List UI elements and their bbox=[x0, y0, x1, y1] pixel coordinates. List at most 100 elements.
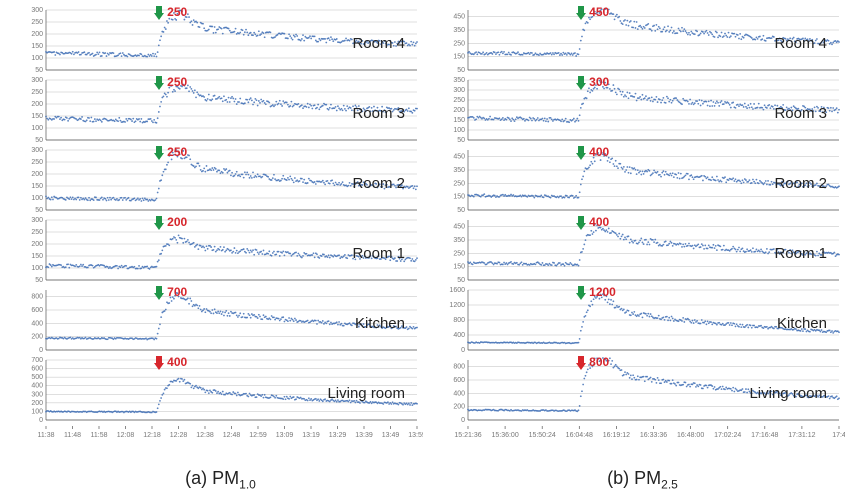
svg-text:0: 0 bbox=[39, 347, 43, 354]
svg-text:250: 250 bbox=[453, 250, 465, 257]
svg-text:100: 100 bbox=[31, 265, 43, 272]
svg-text:0: 0 bbox=[461, 417, 465, 424]
x-axis: 11:3811:4811:5812:0812:1812:2812:3812:48… bbox=[18, 426, 423, 444]
svg-text:100: 100 bbox=[453, 127, 465, 134]
chart-panel-room-4: 50150250350450Room 4450 bbox=[440, 6, 845, 76]
svg-text:700: 700 bbox=[31, 357, 43, 364]
x-tick-label: 17:16:48 bbox=[751, 432, 778, 439]
svg-text:450: 450 bbox=[453, 14, 465, 21]
x-tick-label: 12:18 bbox=[143, 432, 161, 439]
x-tick-label: 15:36:00 bbox=[491, 432, 518, 439]
room-label: Room 2 bbox=[352, 175, 405, 192]
peak-value-label: 250 bbox=[167, 75, 187, 89]
svg-text:200: 200 bbox=[453, 404, 465, 411]
svg-text:100: 100 bbox=[31, 195, 43, 202]
svg-text:250: 250 bbox=[31, 19, 43, 26]
svg-text:50: 50 bbox=[457, 67, 465, 74]
room-label: Room 3 bbox=[774, 105, 827, 122]
room-label: Living room bbox=[749, 385, 827, 402]
peak-value-label: 200 bbox=[167, 215, 187, 229]
svg-text:100: 100 bbox=[31, 125, 43, 132]
green-arrow-icon bbox=[576, 76, 586, 90]
svg-text:150: 150 bbox=[453, 264, 465, 271]
svg-text:0: 0 bbox=[461, 347, 465, 354]
svg-text:100: 100 bbox=[31, 55, 43, 62]
room-label: Room 4 bbox=[352, 35, 405, 52]
x-tick-label: 11:58 bbox=[91, 432, 108, 439]
svg-text:300: 300 bbox=[31, 147, 43, 154]
room-label: Room 4 bbox=[774, 35, 827, 52]
green-arrow-icon bbox=[576, 216, 586, 230]
room-label: Living room bbox=[327, 385, 405, 402]
svg-text:150: 150 bbox=[31, 43, 43, 50]
x-tick-label: 12:48 bbox=[223, 432, 241, 439]
green-arrow-icon bbox=[154, 76, 164, 90]
x-tick-label: 15:50:24 bbox=[529, 432, 556, 439]
svg-text:800: 800 bbox=[31, 294, 43, 301]
x-tick-label: 16:33:36 bbox=[640, 432, 667, 439]
chart-panel-room-3: 50100150200250300Room 3250 bbox=[18, 76, 423, 146]
column-pm25: 50 150 250 350 450 Room 4 450 50 100 150 200 250 300… bbox=[440, 6, 845, 444]
svg-text:50: 50 bbox=[35, 207, 43, 214]
green-arrow-icon bbox=[154, 286, 164, 300]
svg-text:400: 400 bbox=[31, 383, 43, 390]
peak-value-label: 1200 bbox=[589, 285, 616, 299]
peak-value-label: 250 bbox=[167, 145, 187, 159]
x-tick-label: 13:09 bbox=[276, 432, 294, 439]
peak-value-label: 700 bbox=[167, 285, 187, 299]
svg-text:450: 450 bbox=[453, 224, 465, 231]
svg-text:300: 300 bbox=[31, 77, 43, 84]
svg-text:350: 350 bbox=[453, 237, 465, 244]
peak-value-label: 300 bbox=[589, 75, 609, 89]
svg-text:200: 200 bbox=[31, 171, 43, 178]
svg-text:350: 350 bbox=[453, 27, 465, 34]
column-pm10: 50100150200250300Room 425050100150200250… bbox=[18, 6, 423, 444]
svg-text:150: 150 bbox=[453, 117, 465, 124]
svg-text:800: 800 bbox=[453, 317, 465, 324]
svg-text:200: 200 bbox=[31, 334, 43, 341]
x-tick-label: 12:38 bbox=[196, 432, 214, 439]
peak-value-label: 400 bbox=[589, 145, 609, 159]
svg-text:50: 50 bbox=[457, 207, 465, 214]
svg-text:150: 150 bbox=[31, 113, 43, 120]
x-tick-label: 16:19:12 bbox=[603, 432, 630, 439]
svg-text:300: 300 bbox=[453, 87, 465, 94]
x-tick-label: 11:48 bbox=[64, 432, 81, 439]
svg-text:600: 600 bbox=[31, 366, 43, 373]
svg-text:250: 250 bbox=[31, 159, 43, 166]
peak-value-label: 800 bbox=[589, 355, 609, 369]
room-label: Room 2 bbox=[774, 175, 827, 192]
x-tick-label: 17:02:24 bbox=[714, 432, 741, 439]
chart-panel-room-4: 50100150200250300Room 4250 bbox=[18, 6, 423, 76]
svg-text:250: 250 bbox=[453, 180, 465, 187]
svg-text:300: 300 bbox=[31, 391, 43, 398]
green-arrow-icon bbox=[576, 286, 586, 300]
chart-panel-room-1: 50150250350450Room 1400 bbox=[440, 216, 845, 286]
svg-text:800: 800 bbox=[453, 364, 465, 371]
svg-text:1600: 1600 bbox=[449, 287, 465, 294]
svg-text:600: 600 bbox=[31, 307, 43, 314]
x-axis: 15:21:3615:36:0015:50:2416:04:4816:19:12… bbox=[440, 426, 845, 444]
x-tick-label: 13:39 bbox=[355, 432, 373, 439]
chart-panel-kitchen: 0200400600800Kitchen700 bbox=[18, 286, 423, 356]
room-label: Kitchen bbox=[355, 315, 405, 332]
svg-text:500: 500 bbox=[31, 374, 43, 381]
green-arrow-icon bbox=[576, 6, 586, 20]
peak-value-label: 250 bbox=[167, 5, 187, 19]
svg-text:1200: 1200 bbox=[449, 302, 465, 309]
x-tick-label: 11:38 bbox=[38, 432, 55, 439]
x-tick-label: 16:04:48 bbox=[566, 432, 593, 439]
svg-text:200: 200 bbox=[31, 400, 43, 407]
svg-text:50: 50 bbox=[457, 277, 465, 284]
svg-text:250: 250 bbox=[31, 89, 43, 96]
green-arrow-icon bbox=[154, 146, 164, 160]
svg-text:150: 150 bbox=[31, 253, 43, 260]
svg-text:350: 350 bbox=[453, 167, 465, 174]
svg-text:150: 150 bbox=[31, 183, 43, 190]
peak-value-label: 450 bbox=[589, 5, 609, 19]
room-label: Kitchen bbox=[777, 315, 827, 332]
green-arrow-icon bbox=[154, 216, 164, 230]
svg-text:200: 200 bbox=[31, 101, 43, 108]
x-tick-label: 13:59 bbox=[408, 432, 423, 439]
x-tick-label: 13:49 bbox=[382, 432, 400, 439]
